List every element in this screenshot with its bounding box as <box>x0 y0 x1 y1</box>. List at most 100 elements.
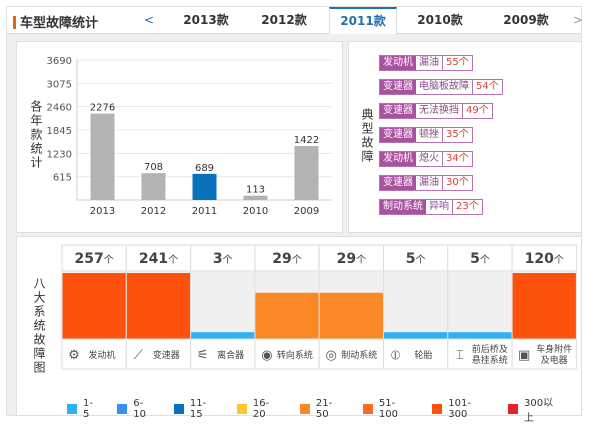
next-year-button[interactable]: > <box>573 13 584 27</box>
typical-fault-item[interactable]: 发动机 漏油 55个 <box>379 55 473 71</box>
fault-issue: 漏油 <box>416 176 443 190</box>
legend-swatch <box>299 404 310 414</box>
count-cell <box>447 244 513 272</box>
fault-system: 发动机 <box>380 56 416 70</box>
tab-2011[interactable]: 2011款 <box>329 7 397 34</box>
system-count: 5个 <box>470 251 490 267</box>
prev-year-button[interactable]: < <box>144 13 155 27</box>
chart-y-label: 各年款统计 <box>29 100 43 170</box>
system-label-cell <box>511 338 577 370</box>
typical-fault-item[interactable]: 变速器 无法换挡 49个 <box>379 103 493 119</box>
system-column[interactable]: 29个 ◉ 转向系统 <box>254 244 320 370</box>
system-count: 241个 <box>139 251 178 267</box>
legend-label: 6-10 <box>133 398 147 420</box>
bar-track <box>383 270 449 340</box>
y-tick-label: 1230 <box>47 149 72 160</box>
legend-label: 101-300 <box>448 398 471 420</box>
legend-item: 16-20 <box>236 394 282 424</box>
system-label-cell <box>383 338 449 370</box>
system-count: 120个 <box>525 251 564 267</box>
fault-count: 34个 <box>446 153 469 164</box>
legend-swatch <box>67 404 77 414</box>
system-bar <box>191 332 255 339</box>
severity-legend: 1-5 6-10 11-15 16-20 21-50 51-100 101-300 300以上 <box>67 394 581 424</box>
system-name: 离合器 <box>217 349 244 361</box>
legend-swatch <box>508 404 518 414</box>
bar-2012[interactable] <box>141 173 166 200</box>
legend-item: 6-10 <box>117 394 156 424</box>
system-column[interactable]: 29个 ◎ 制动系统 <box>318 244 385 370</box>
system-column[interactable]: 3个 ⚟ 离合器 <box>190 244 256 370</box>
x-tick-label: 2013 <box>90 206 115 217</box>
clutch-icon: ⚟ <box>197 348 209 363</box>
tire-icon: ⦶ <box>391 348 401 363</box>
fault-system: 制动系统 <box>380 200 426 214</box>
tab-2009[interactable]: 2009款 <box>503 13 549 27</box>
fault-count: 54个 <box>476 81 499 92</box>
tab-2010[interactable]: 2010款 <box>417 13 463 27</box>
system-count: 3个 <box>213 251 233 267</box>
fault-issue: 漏油 <box>416 56 443 70</box>
typical-faults-label: 典型故障 <box>360 108 374 164</box>
tab-2012[interactable]: 2012款 <box>261 13 307 27</box>
bar-track <box>190 270 256 340</box>
bar-value-label: 689 <box>195 163 214 174</box>
typical-fault-item[interactable]: 变速器 顿挫 35个 <box>379 127 473 143</box>
system-name: 悬挂系统 <box>472 354 508 366</box>
count-cell <box>61 244 127 272</box>
system-column[interactable]: 257个 ⚙ 发动机 <box>61 244 127 370</box>
system-bar <box>126 273 191 339</box>
typical-fault-item[interactable]: 发动机 熄火 34个 <box>379 151 473 167</box>
system-bar <box>384 332 448 339</box>
legend-item: 21-50 <box>299 394 345 424</box>
system-count: 29个 <box>337 251 366 267</box>
y-tick-label: 3690 <box>47 56 72 67</box>
fault-system: 变速器 <box>380 176 416 190</box>
system-label-cell <box>61 338 127 370</box>
y-tick-label: 3075 <box>47 79 72 90</box>
legend-swatch <box>236 404 247 414</box>
typical-fault-item[interactable]: 变速器 漏油 30个 <box>379 175 473 191</box>
bar-2010[interactable] <box>243 195 268 200</box>
bar-track <box>447 270 513 340</box>
system-name: 前后桥及 <box>472 343 508 355</box>
legend-item: 51-100 <box>362 394 414 424</box>
yearly-chart-panel: 各年款统计 615 1230 1845 2460 3075 3690 2276 2013 708… <box>16 41 343 233</box>
bar-2011[interactable] <box>192 173 217 200</box>
y-tick-label: 2460 <box>47 103 72 114</box>
legend-item: 1-5 <box>67 394 99 424</box>
legend-item: 101-300 <box>432 394 490 424</box>
legend-label: 16-20 <box>252 398 270 420</box>
steering-wheel-icon: ◉ <box>261 348 272 363</box>
system-name: 发动机 <box>88 349 115 361</box>
fault-count: 30个 <box>446 177 469 188</box>
legend-swatch <box>362 404 373 414</box>
count-cell <box>511 244 577 272</box>
system-column[interactable]: 241个 ⟋ 变速器 <box>125 244 192 370</box>
bar-value-label: 2276 <box>90 103 115 114</box>
typical-fault-item[interactable]: 变速器 电脑板故障 54个 <box>379 79 503 95</box>
eight-systems-chart: 257个 ⚙ 发动机 241个 ⟋ 变速器 3个 ⚟ 离合器 29个 ◉ 转向系统 29个 ◎ 制动系统 5个… <box>61 244 577 370</box>
fault-issue: 电脑板故障 <box>416 80 473 94</box>
legend-label: 300以上 <box>523 398 554 424</box>
fault-issue: 熄火 <box>416 152 443 166</box>
fault-count: 55个 <box>446 57 469 68</box>
system-column[interactable]: 5个 ⦶ 轮胎 <box>383 244 449 370</box>
title-accent-bar <box>13 16 16 29</box>
yearly-bar-chart: 615 1230 1845 2460 3075 3690 2276 2013 708 2012 68… <box>47 56 332 217</box>
system-label-cell <box>447 338 513 370</box>
legend-label: 11-15 <box>189 398 207 420</box>
bar-2009[interactable] <box>294 146 319 200</box>
bar-2013[interactable] <box>90 113 115 200</box>
section-title-text: 车型故障统计 <box>20 16 99 31</box>
eight-systems-panel: 八大系统故障图 257个 ⚙ 发动机 241个 ⟋ 变速器 3个 ⚟ 离合器 29个 ◉ 转向系统 29… <box>16 236 582 416</box>
x-tick-label: 2011 <box>192 206 217 217</box>
typical-fault-item[interactable]: 制动系统 异响 23个 <box>379 199 483 215</box>
tab-2013[interactable]: 2013款 <box>183 13 229 27</box>
fault-system: 发动机 <box>380 152 416 166</box>
system-name: 转向系统 <box>277 349 313 361</box>
axle-icon: ⌶ <box>456 348 464 363</box>
section-title: 车型故障统计 <box>13 12 98 31</box>
